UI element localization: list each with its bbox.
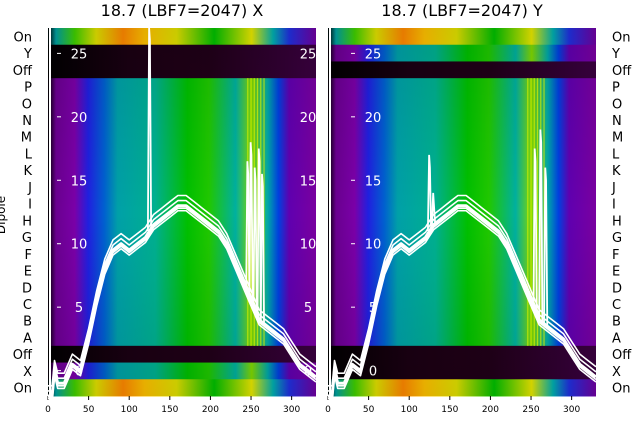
row-label: B [612, 315, 621, 330]
spectrum-trace [328, 209, 597, 402]
row-label: On [612, 30, 630, 45]
spectrum-spike [532, 148, 538, 311]
spectrum-spike [146, 27, 153, 232]
x-tick-label: 0 [45, 405, 51, 415]
row-label: F [25, 248, 32, 263]
spectrum-spike [252, 167, 258, 311]
spectrum-trace [48, 207, 317, 400]
row-label: C [23, 298, 32, 313]
row-label: Off [13, 64, 33, 79]
row-label: On [612, 382, 630, 397]
row-label: G [22, 231, 32, 246]
spectrum-spike [245, 161, 251, 294]
overlay-tick-label: 10 [71, 238, 88, 253]
row-label: I [28, 198, 32, 213]
row-label: X [23, 365, 32, 380]
row-label: P [612, 81, 620, 96]
row-label: X [612, 365, 621, 380]
spectrum-spike [426, 154, 433, 232]
spectrum-trace [328, 207, 597, 400]
row-label: D [22, 281, 32, 296]
row-label: O [22, 97, 32, 112]
overlay-tick-label: 0 [369, 365, 377, 380]
row-label: Off [612, 348, 632, 363]
x-tick-label: 200 [202, 405, 219, 415]
row-label: D [612, 281, 622, 296]
spectrum-spike [259, 173, 265, 323]
x-tick-label: 150 [161, 405, 178, 415]
overlay-tick-label: 20 [71, 111, 88, 126]
overlay-tick-label: 25 [71, 47, 88, 62]
row-label: J [611, 181, 616, 196]
row-label: E [24, 265, 32, 280]
panel-x: 18.7 (LBF7=2047) X On Y Off PONMLKJIHGFEDCBA… [13, 1, 317, 415]
row-label: P [24, 81, 32, 96]
row-label: Off [13, 348, 33, 363]
overlay-tick-label-right: 5 [304, 301, 312, 316]
overlay-tick-label: 15 [71, 174, 88, 189]
row-label: A [23, 331, 32, 346]
x-tick-label: 0 [325, 405, 331, 415]
x-tick-label: 150 [441, 405, 458, 415]
overlay-tick-label: 10 [365, 238, 382, 253]
overlay-tick-label: 15 [365, 174, 382, 189]
row-label: B [23, 315, 32, 330]
x-tick-label: 100 [401, 405, 418, 415]
spectrum-spike [431, 192, 437, 225]
row-label: J [27, 181, 32, 196]
row-label: M [612, 131, 623, 146]
x-tick-label: 300 [563, 405, 580, 415]
spectrum-spike [248, 142, 254, 301]
row-label: L [612, 147, 620, 162]
row-label: K [23, 164, 32, 179]
spectrum-spike [538, 129, 544, 322]
overlay-tick-label: 20 [365, 111, 382, 126]
row-label: G [612, 231, 622, 246]
y-axis-label: Dipole [0, 196, 8, 234]
row-label: H [612, 214, 622, 229]
panel-y: 18.7 (LBF7=2047) Y On Y Off PONMLKJIHGFEDCBA… [325, 1, 632, 415]
x-tick-label: 50 [83, 405, 95, 415]
overlay-tick-label-right: 25 [300, 47, 317, 62]
row-label: A [612, 331, 621, 346]
x-tick-label: 300 [283, 405, 300, 415]
row-label: On [14, 30, 32, 45]
row-label: K [612, 164, 621, 179]
spectrum-spike [256, 148, 262, 320]
row-label: M [21, 131, 32, 146]
row-label: Off [612, 64, 632, 79]
row-label: C [612, 298, 621, 313]
overlay-tick-label: 25 [365, 47, 382, 62]
spectrum-trace [48, 199, 317, 392]
row-label: E [612, 265, 620, 280]
spectrum-trace [48, 194, 317, 387]
overlay-tick-label: 5 [75, 301, 83, 316]
panel-title: 18.7 (LBF7=2047) X [101, 1, 264, 20]
row-label: Y [611, 47, 620, 62]
row-label: N [22, 114, 32, 129]
row-label: F [612, 248, 619, 263]
x-tick-label: 50 [363, 405, 375, 415]
overlay-tick-label-right: 15 [300, 174, 317, 189]
row-label: On [14, 382, 32, 397]
spectrum-trace [48, 209, 317, 402]
x-tick-label: 200 [482, 405, 499, 415]
x-tick-label: 250 [522, 405, 539, 415]
row-label: N [612, 114, 622, 129]
row-label: H [22, 214, 32, 229]
row-label: O [612, 97, 622, 112]
x-tick-label: 100 [121, 405, 138, 415]
overlay-tick-label-right: 10 [300, 238, 317, 253]
row-label: I [612, 198, 616, 213]
spectrum-spike [543, 167, 549, 325]
panel-title: 18.7 (LBF7=2047) Y [381, 1, 543, 20]
row-label: L [25, 147, 33, 162]
x-tick-label: 250 [242, 405, 259, 415]
row-label: Y [23, 47, 32, 62]
overlay-tick-label-right: 20 [300, 111, 317, 126]
